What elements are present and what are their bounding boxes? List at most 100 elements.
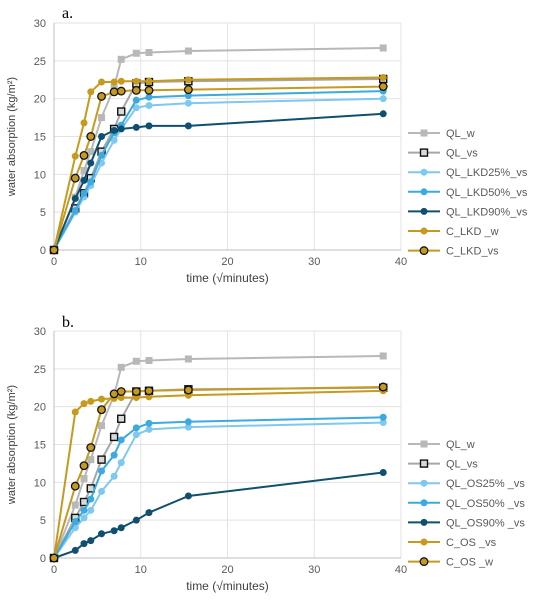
chart-b-legend-marker bbox=[420, 499, 428, 507]
chart-b-data-point bbox=[109, 432, 119, 442]
chart-b-data-point bbox=[86, 443, 96, 452]
chart-b-data-point bbox=[80, 514, 88, 522]
chart-b-data-point bbox=[80, 540, 88, 548]
chart-b-data-point bbox=[116, 387, 126, 396]
chart-a-data-point bbox=[131, 85, 141, 95]
chart-b-data-point bbox=[71, 518, 79, 526]
chart-b-y-tick-label: 0 bbox=[40, 553, 46, 565]
chart-a: 0 5 10 15 20 25 30 0 10 20 30 40 time (√minutes) wate… bbox=[6, 5, 528, 285]
chart-a-y-axis-title: water absorption (kg/m²) bbox=[6, 77, 18, 197]
chart-b-data-point bbox=[110, 451, 118, 459]
chart-b-data-point bbox=[97, 455, 106, 464]
chart-a-legend-label: C_LKD _w bbox=[446, 226, 499, 238]
chart-a-x-tick-label: 40 bbox=[395, 256, 407, 268]
chart-a-data-point bbox=[132, 123, 140, 131]
chart-b-data-point bbox=[145, 425, 153, 433]
chart-a-data-point bbox=[379, 44, 387, 52]
chart-a-data-point bbox=[183, 85, 193, 95]
chart-a-x-tick-label: 30 bbox=[308, 256, 320, 268]
chart-a-data-point bbox=[132, 96, 140, 104]
chart-b-data-point bbox=[98, 422, 106, 430]
chart-a-legend-marker bbox=[419, 148, 429, 157]
chart-a-panel-label: a. bbox=[62, 5, 73, 22]
chart-b-series-5 bbox=[50, 387, 387, 562]
chart-b-data-point bbox=[132, 357, 140, 365]
chart-a-y-tick-label: 15 bbox=[34, 132, 46, 144]
chart-a-data-point bbox=[87, 88, 95, 96]
chart-b-data-point bbox=[80, 475, 88, 483]
chart-b-x-tick-label: 30 bbox=[308, 564, 320, 576]
chart-b-data-point bbox=[117, 436, 125, 444]
chart-b-data-point bbox=[110, 472, 118, 480]
chart-b-data-point bbox=[132, 431, 140, 439]
chart-b-data-point bbox=[117, 459, 125, 467]
chart-b-legend-marker bbox=[419, 459, 429, 468]
chart-b-y-tick-label: 5 bbox=[40, 515, 46, 527]
chart-a-legend-marker bbox=[420, 168, 428, 176]
chart-a-data-point bbox=[132, 104, 140, 112]
chart-a-data-point bbox=[378, 82, 388, 92]
chart-a-data-point bbox=[184, 99, 192, 107]
chart-a-data-point bbox=[86, 132, 96, 141]
chart-b-data-point bbox=[79, 497, 89, 507]
chart-a-data-point bbox=[379, 73, 387, 81]
chart-b-data-point bbox=[117, 394, 125, 402]
chart-a-y-tick-label: 10 bbox=[34, 169, 46, 181]
chart-a-legend-label: QL_LKD50%_vs bbox=[446, 187, 528, 199]
chart-a-data-point bbox=[145, 122, 153, 130]
chart-b-data-point bbox=[110, 527, 118, 535]
chart-b-legend-marker bbox=[420, 479, 428, 487]
chart-a-y-tick-label: 5 bbox=[40, 207, 46, 219]
chart-a-legend-marker bbox=[420, 188, 428, 196]
chart-a-x-axis-title: time (√minutes) bbox=[186, 271, 269, 285]
chart-b-data-point bbox=[117, 363, 125, 371]
chart-a-legend-marker bbox=[420, 227, 428, 235]
chart-b-data-point bbox=[117, 524, 125, 532]
chart-b-legend-label: C_OS _w bbox=[446, 557, 493, 569]
chart-a-data-point bbox=[184, 92, 192, 100]
chart-a-data-point bbox=[49, 245, 59, 255]
chart-b-data-point bbox=[70, 481, 80, 491]
chart-b-data-point bbox=[87, 506, 95, 514]
chart-a-data-point bbox=[116, 86, 126, 96]
chart-b-x-tick-label: 0 bbox=[51, 564, 57, 576]
chart-b-data-point bbox=[184, 423, 192, 431]
chart-a-data-point bbox=[98, 133, 106, 140]
chart-a-x-tick-label: 0 bbox=[51, 256, 57, 268]
chart-a-legend-label: QL_LKD90%_vs bbox=[446, 206, 528, 218]
chart-b-x-tick-label: 10 bbox=[135, 564, 147, 576]
chart-a-data-point bbox=[98, 114, 106, 122]
chart-b-data-point bbox=[132, 516, 140, 524]
chart-a-data-point bbox=[80, 119, 88, 127]
chart-a-data-point bbox=[145, 77, 153, 85]
chart-a-data-point bbox=[87, 148, 95, 156]
chart-a-data-point bbox=[80, 189, 88, 197]
chart-a-data-point bbox=[71, 207, 79, 215]
chart-b-x-tick-label: 40 bbox=[395, 564, 407, 576]
chart-b-y-tick-label: 25 bbox=[34, 364, 46, 376]
chart-a-legend-marker bbox=[419, 246, 429, 256]
chart-b-legend-marker bbox=[419, 557, 429, 567]
chart-a-legend-label: C_LKD_vs bbox=[446, 246, 499, 258]
chart-b-x-axis-title: time (√minutes) bbox=[186, 579, 269, 593]
chart-a-data-point bbox=[109, 87, 119, 97]
chart-a-data-point bbox=[117, 107, 126, 116]
chart-b-legend-label: C_OS _vs bbox=[446, 537, 497, 549]
chart-a-data-point bbox=[71, 152, 79, 160]
chart-a-data-point bbox=[79, 150, 89, 160]
chart-b-series-2 bbox=[50, 419, 387, 562]
chart-b-y-axis-title: water absorption (kg/m²) bbox=[6, 385, 18, 505]
chart-b-y-tick-label: 30 bbox=[34, 326, 46, 338]
chart-b-data-point bbox=[80, 400, 88, 408]
chart-a-data-point bbox=[145, 93, 153, 101]
chart-b-data-point bbox=[71, 408, 79, 416]
chart-a-legend-label: QL_w bbox=[446, 128, 475, 140]
chart-b-legend-marker bbox=[420, 538, 428, 546]
chart-b-y-tick-label: 15 bbox=[34, 440, 46, 452]
chart-a-data-point bbox=[145, 49, 153, 57]
chart-a-data-point bbox=[98, 151, 106, 159]
chart-b-data-point bbox=[87, 495, 95, 503]
chart-b-legend-label: QL_OS50% _vs bbox=[446, 498, 525, 510]
chart-a-data-point bbox=[87, 159, 95, 167]
chart-a-data-point bbox=[132, 77, 140, 85]
